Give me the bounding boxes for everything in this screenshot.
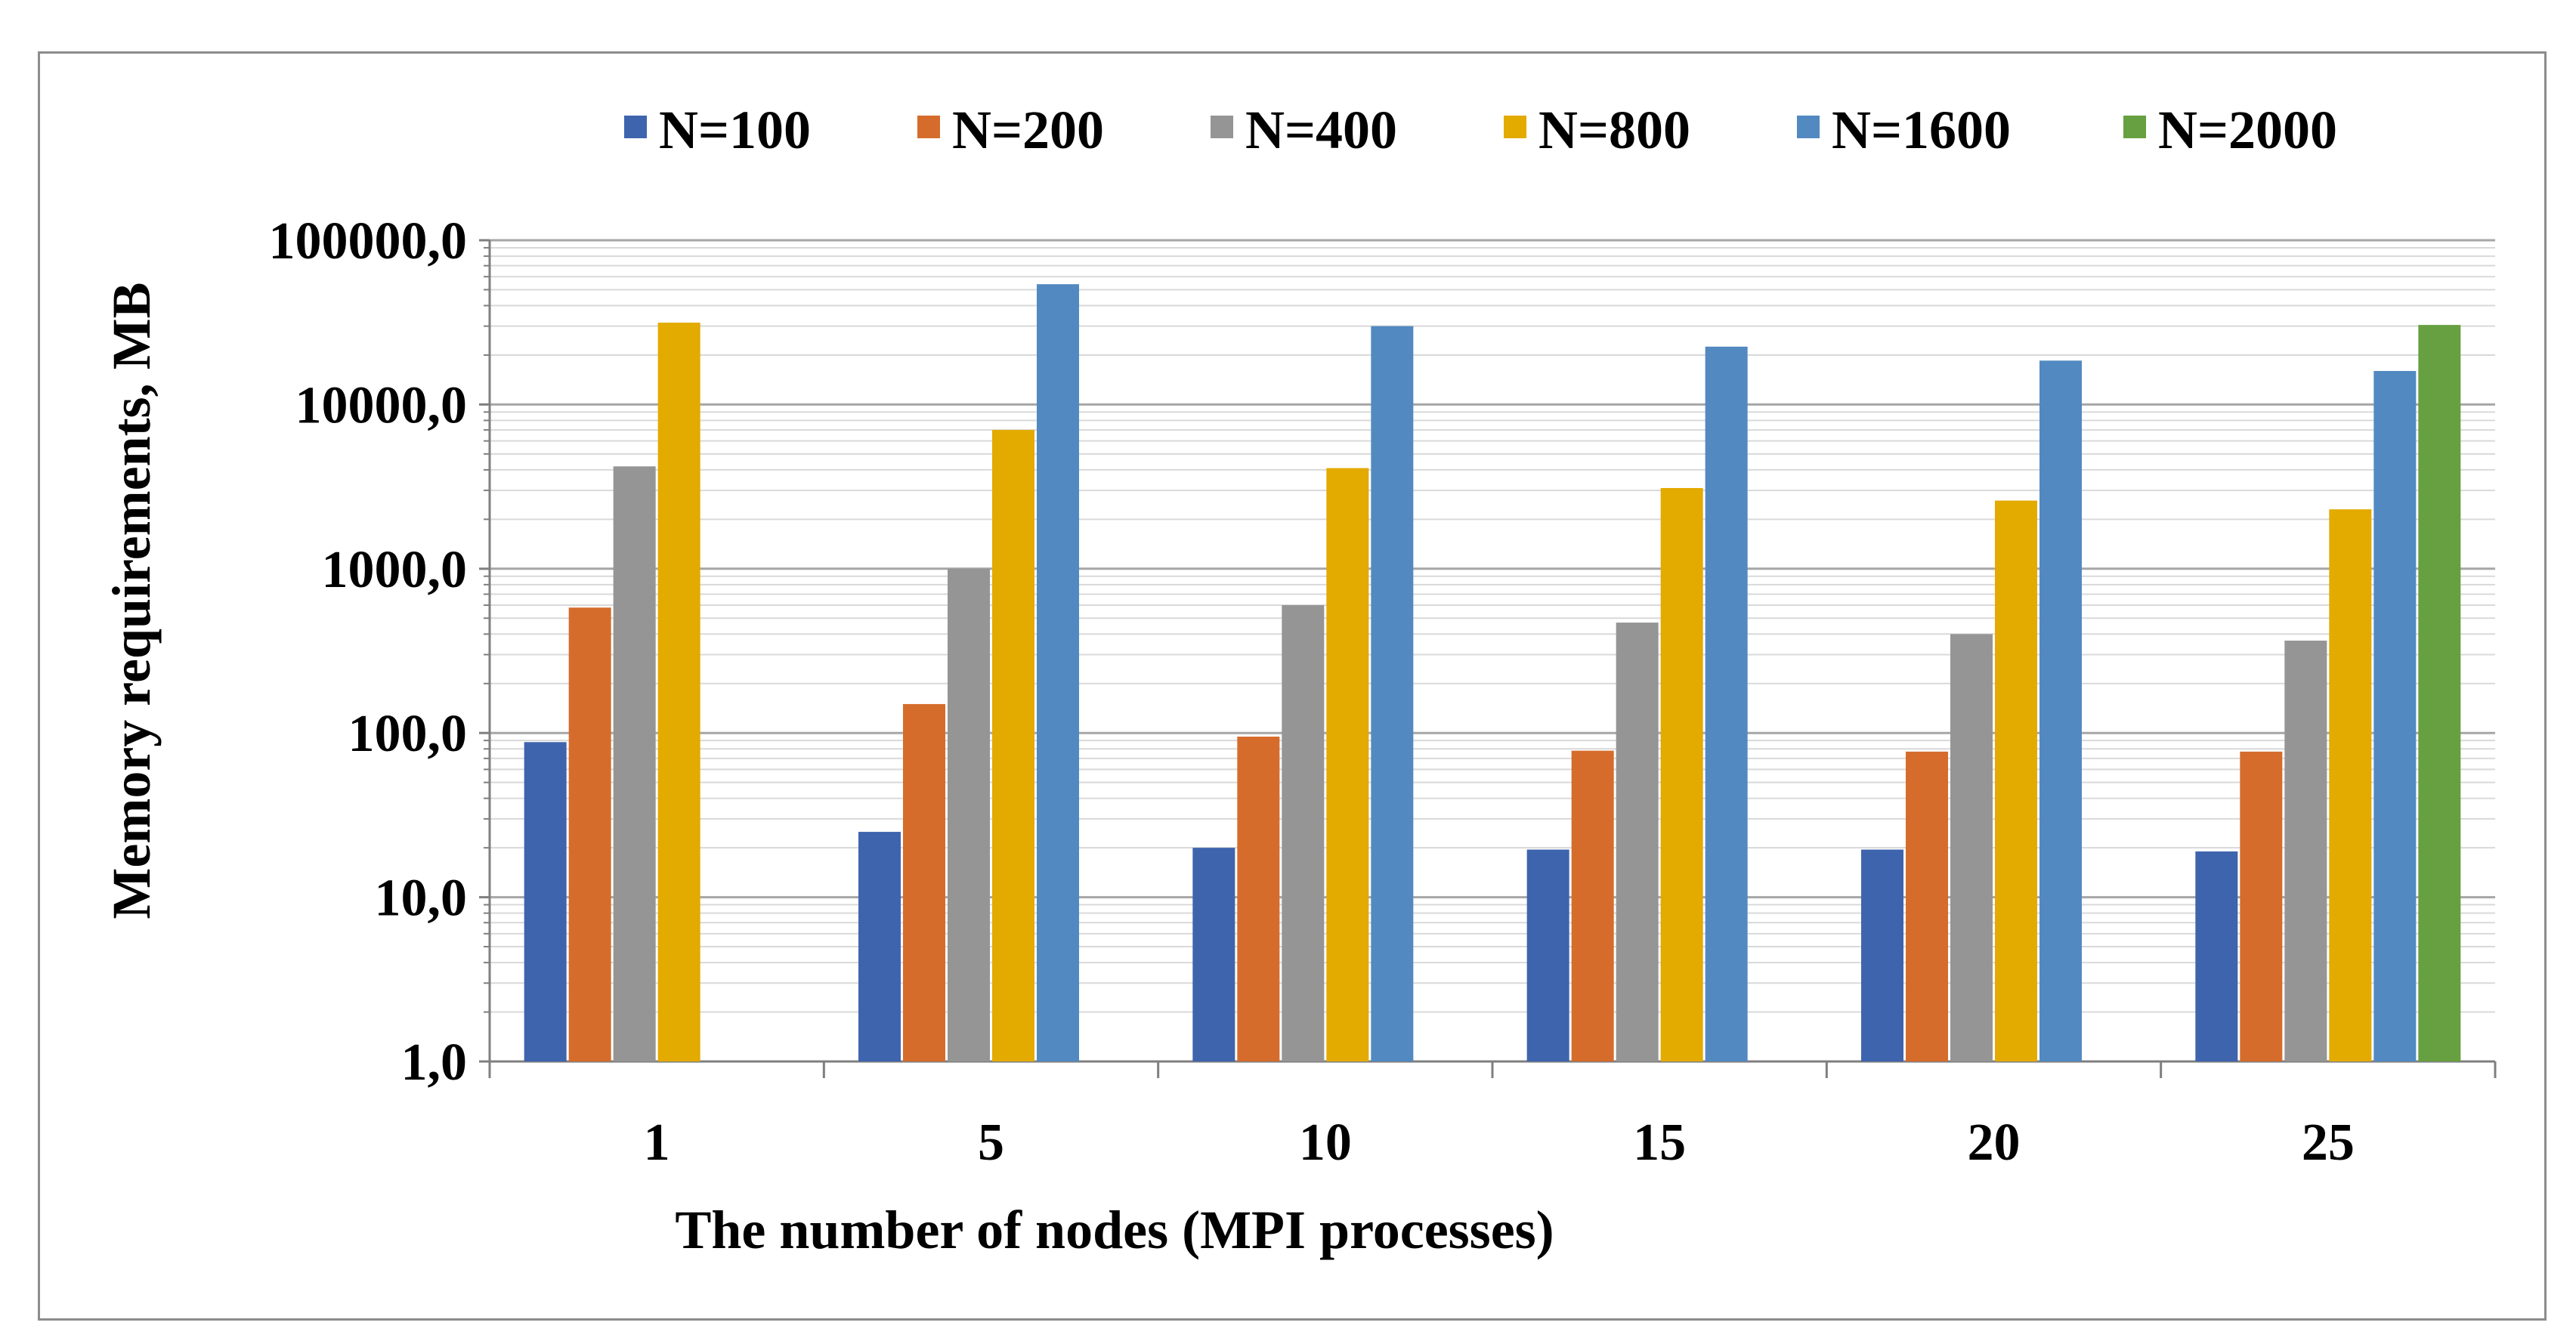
y-tick-label: 10,0 — [375, 870, 468, 928]
y-tick-label: 1000,0 — [322, 541, 468, 599]
bar-n-100-5 — [858, 832, 901, 1061]
bar-n-1600-10 — [1371, 326, 1414, 1061]
bar-n-400-20 — [1950, 634, 1993, 1061]
legend-swatch — [1504, 116, 1526, 138]
x-tick-label: 10 — [1299, 1114, 1352, 1172]
legend-label: N=1600 — [1832, 100, 2011, 160]
legend-label: N=100 — [659, 100, 811, 160]
bar-n-800-5 — [992, 430, 1034, 1061]
bar-n-1600-20 — [2039, 360, 2082, 1061]
bar-n-800-15 — [1660, 487, 1703, 1061]
legend: N=100 N=200 N=400 N=800 N=1600 N=2000 — [624, 100, 2337, 160]
x-tick-label: 1 — [644, 1114, 670, 1172]
bar-n-800-20 — [1995, 500, 2037, 1061]
legend-label: N=200 — [952, 100, 1104, 160]
gridlines — [490, 239, 2495, 1013]
bar-n-100-25 — [2195, 851, 2238, 1061]
bar-n-200-10 — [1237, 737, 1280, 1061]
x-tick-labels: 1 5 10 15 20 25 — [644, 1114, 2355, 1172]
bar-n-800-1 — [657, 323, 700, 1062]
legend-label: N=400 — [1245, 100, 1397, 160]
x-tick-label: 20 — [1968, 1114, 2021, 1172]
legend-label: N=800 — [1538, 100, 1690, 160]
legend-swatch — [1211, 116, 1233, 138]
bar-n-1600-15 — [1705, 346, 1748, 1061]
bar-n-200-20 — [1906, 751, 1948, 1061]
bar-n-1600-25 — [2373, 371, 2417, 1062]
legend-swatch — [1797, 116, 1820, 138]
bar-n-400-1 — [613, 466, 656, 1061]
x-tick-label: 5 — [978, 1114, 1004, 1172]
x-tick-label: 25 — [2302, 1114, 2355, 1172]
bar-n-100-15 — [1526, 849, 1569, 1061]
legend-swatch — [624, 116, 647, 138]
bar-n-800-10 — [1326, 468, 1369, 1061]
bar-n-200-15 — [1571, 750, 1614, 1061]
y-axis-title: Memory requirements, MB — [101, 282, 162, 919]
bar-n-200-1 — [568, 607, 611, 1061]
bars — [524, 284, 2461, 1062]
bar-n-400-25 — [2284, 640, 2327, 1061]
bar-n-100-1 — [524, 742, 567, 1061]
bar-n-2000-25 — [2418, 325, 2461, 1061]
y-tick-label: 10000,0 — [295, 376, 468, 434]
bar-n-800-25 — [2329, 509, 2372, 1061]
axes — [479, 239, 2497, 1078]
bar-n-200-25 — [2240, 751, 2283, 1061]
bar-n-1600-5 — [1037, 284, 1079, 1061]
bar-n-200-5 — [903, 703, 945, 1061]
x-axis-title: The number of nodes (MPI processes) — [675, 1200, 1554, 1260]
y-tick-labels: 1,0 10,0 100,0 1000,0 10000,0 100000,0 — [269, 212, 468, 1092]
legend-swatch — [917, 116, 940, 138]
legend-swatch — [2123, 116, 2146, 138]
bar-n-400-5 — [948, 568, 990, 1061]
y-tick-label: 100,0 — [348, 705, 468, 763]
x-tick-label: 15 — [1633, 1114, 1686, 1172]
bar-n-100-10 — [1192, 848, 1235, 1061]
bar-n-400-15 — [1616, 623, 1659, 1061]
y-tick-label: 100000,0 — [269, 212, 468, 270]
legend-label: N=2000 — [2158, 100, 2337, 160]
bar-n-400-10 — [1282, 605, 1325, 1061]
y-tick-label: 1,0 — [401, 1034, 468, 1092]
bar-n-100-20 — [1861, 849, 1903, 1061]
